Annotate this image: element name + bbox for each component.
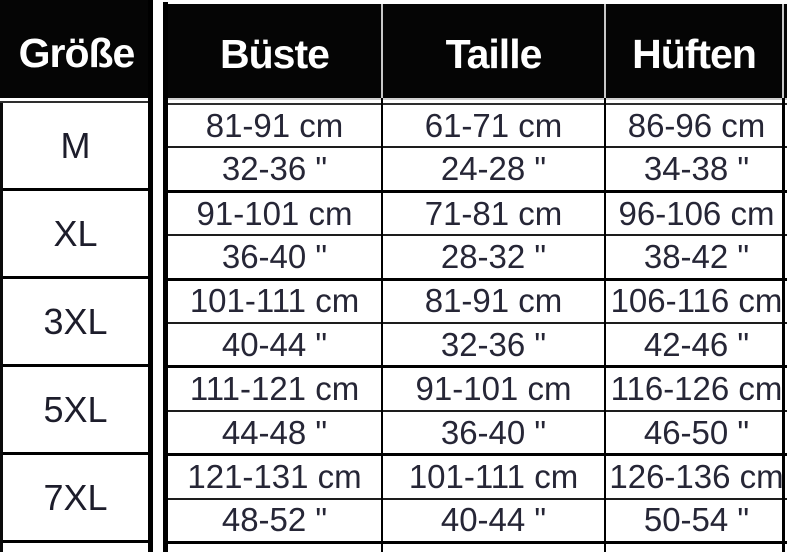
header-taille: Taille	[383, 4, 604, 98]
size-label-text: 5XL	[43, 388, 108, 430]
cell-text: 111-121 cm	[189, 370, 360, 408]
cell-text: 40-44 "	[440, 501, 547, 539]
cell-hueften-xl-cm: 96-106 cm	[606, 193, 787, 237]
cell-buste-7xl-in: 48-52 "	[168, 500, 381, 545]
cell-hueften-7xl-in: 50-54 "	[606, 500, 787, 545]
size-column-header-label: Größe	[18, 29, 136, 76]
size-label-5xl: 5XL	[3, 367, 148, 455]
cell-buste-5xl-cm: 111-121 cm	[168, 368, 381, 412]
cell-hueften-5xl-cm: 116-126 cm	[606, 368, 787, 412]
cell-buste-7xl-cm: 121-131 cm	[168, 456, 381, 500]
cell-text: 44-48 "	[221, 413, 328, 451]
cell-text: 32-36 "	[221, 150, 328, 188]
cell-text: 101-111 cm	[408, 457, 579, 495]
header-taille-label: Taille	[445, 30, 543, 77]
column-hueften: 86-96 cm 34-38 " 96-106 cm 38-42 " 106-1…	[606, 105, 787, 545]
main-table-left-border	[163, 2, 168, 552]
cell-taille-7xl-in: 40-44 "	[383, 500, 604, 545]
cell-text: 40-44 "	[221, 325, 328, 363]
cell-buste-m-in: 32-36 "	[168, 148, 381, 193]
cell-text: 91-101 cm	[196, 194, 353, 232]
cell-taille-m-cm: 61-71 cm	[383, 105, 604, 149]
main-table-header-rule	[168, 103, 787, 105]
cell-text: 38-42 "	[643, 237, 750, 275]
cell-taille-5xl-in: 36-40 "	[383, 412, 604, 457]
header-separator	[381, 4, 383, 98]
cell-text: 46-50 "	[643, 413, 750, 451]
cell-text: 71-81 cm	[424, 194, 563, 232]
header-buste: Büste	[168, 4, 381, 98]
cell-text: 42-46 "	[643, 325, 750, 363]
cell-text: 116-126 cm	[610, 370, 783, 408]
size-label-text: M	[60, 124, 91, 166]
cell-text: 50-54 "	[643, 501, 750, 539]
size-label-7xl: 7XL	[3, 455, 148, 543]
cell-hueften-7xl-cm: 126-136 cm	[606, 456, 787, 500]
cell-text: 86-96 cm	[627, 106, 766, 144]
vertical-border-buste-taille	[381, 98, 383, 552]
size-label-xl: XL	[3, 191, 148, 279]
cell-text: 24-28 "	[440, 150, 547, 188]
header-hueften-label: Hüften	[632, 30, 757, 77]
cell-text: 48-52 "	[221, 501, 328, 539]
cell-buste-3xl-cm: 101-111 cm	[168, 281, 381, 325]
cell-text: 36-40 "	[221, 237, 328, 275]
cell-text: 101-111 cm	[189, 282, 360, 320]
cell-text: 28-32 "	[440, 237, 547, 275]
vertical-border-taille-hueften	[604, 98, 606, 552]
cell-text: 126-136 cm	[609, 457, 784, 495]
cell-text: 36-40 "	[440, 413, 547, 451]
cell-text: 61-71 cm	[424, 106, 563, 144]
cell-text: 121-131 cm	[187, 457, 362, 495]
size-label-m: M	[3, 103, 148, 191]
cell-taille-m-in: 24-28 "	[383, 148, 604, 193]
main-table-header-underline	[168, 98, 787, 100]
size-column-body: M XL 3XL 5XL 7XL	[0, 103, 148, 552]
size-label-text: 3XL	[43, 300, 108, 342]
cell-taille-7xl-cm: 101-111 cm	[383, 456, 604, 500]
cell-buste-5xl-in: 44-48 "	[168, 412, 381, 457]
cell-taille-xl-cm: 71-81 cm	[383, 193, 604, 237]
vertical-border-hueften-right	[782, 98, 785, 552]
cell-hueften-5xl-in: 46-50 "	[606, 412, 787, 457]
header-separator	[604, 4, 606, 98]
cell-text: 81-91 cm	[205, 106, 344, 144]
size-column-partial-row	[3, 543, 148, 552]
cell-buste-xl-cm: 91-101 cm	[168, 193, 381, 237]
cell-text: 32-36 "	[440, 325, 547, 363]
cell-taille-5xl-cm: 91-101 cm	[383, 368, 604, 412]
cell-text: 34-38 "	[643, 150, 750, 188]
size-label-text: XL	[53, 212, 98, 254]
header-buste-label: Büste	[220, 30, 330, 77]
cell-text: 81-91 cm	[424, 282, 563, 320]
cell-hueften-m-in: 34-38 "	[606, 148, 787, 193]
cell-taille-3xl-cm: 81-91 cm	[383, 281, 604, 325]
size-column-header: Größe	[0, 0, 153, 98]
cell-hueften-m-cm: 86-96 cm	[606, 105, 787, 149]
cell-hueften-3xl-in: 42-46 "	[606, 324, 787, 369]
size-column-header-rule	[0, 101, 153, 103]
cell-taille-xl-in: 28-32 "	[383, 236, 604, 281]
main-table-header: Büste Taille Hüften	[168, 4, 787, 98]
cell-hueften-xl-in: 38-42 "	[606, 236, 787, 281]
cell-hueften-3xl-cm: 106-116 cm	[606, 281, 787, 325]
cell-text: 106-116 cm	[610, 282, 783, 320]
header-separator	[782, 4, 784, 98]
size-label-text: 7XL	[43, 476, 108, 518]
cell-taille-3xl-in: 32-36 "	[383, 324, 604, 369]
cell-text: 91-101 cm	[415, 370, 572, 408]
size-column-right-border	[148, 0, 153, 552]
cell-buste-xl-in: 36-40 "	[168, 236, 381, 281]
column-buste: 81-91 cm 32-36 " 91-101 cm 36-40 " 101-1…	[168, 105, 381, 545]
cell-buste-3xl-in: 40-44 "	[168, 324, 381, 369]
column-taille: 61-71 cm 24-28 " 71-81 cm 28-32 " 81-91 …	[383, 105, 604, 545]
cell-buste-m-cm: 81-91 cm	[168, 105, 381, 149]
size-label-3xl: 3XL	[3, 279, 148, 367]
header-hueften: Hüften	[606, 4, 782, 98]
cell-text: 96-106 cm	[618, 194, 775, 232]
